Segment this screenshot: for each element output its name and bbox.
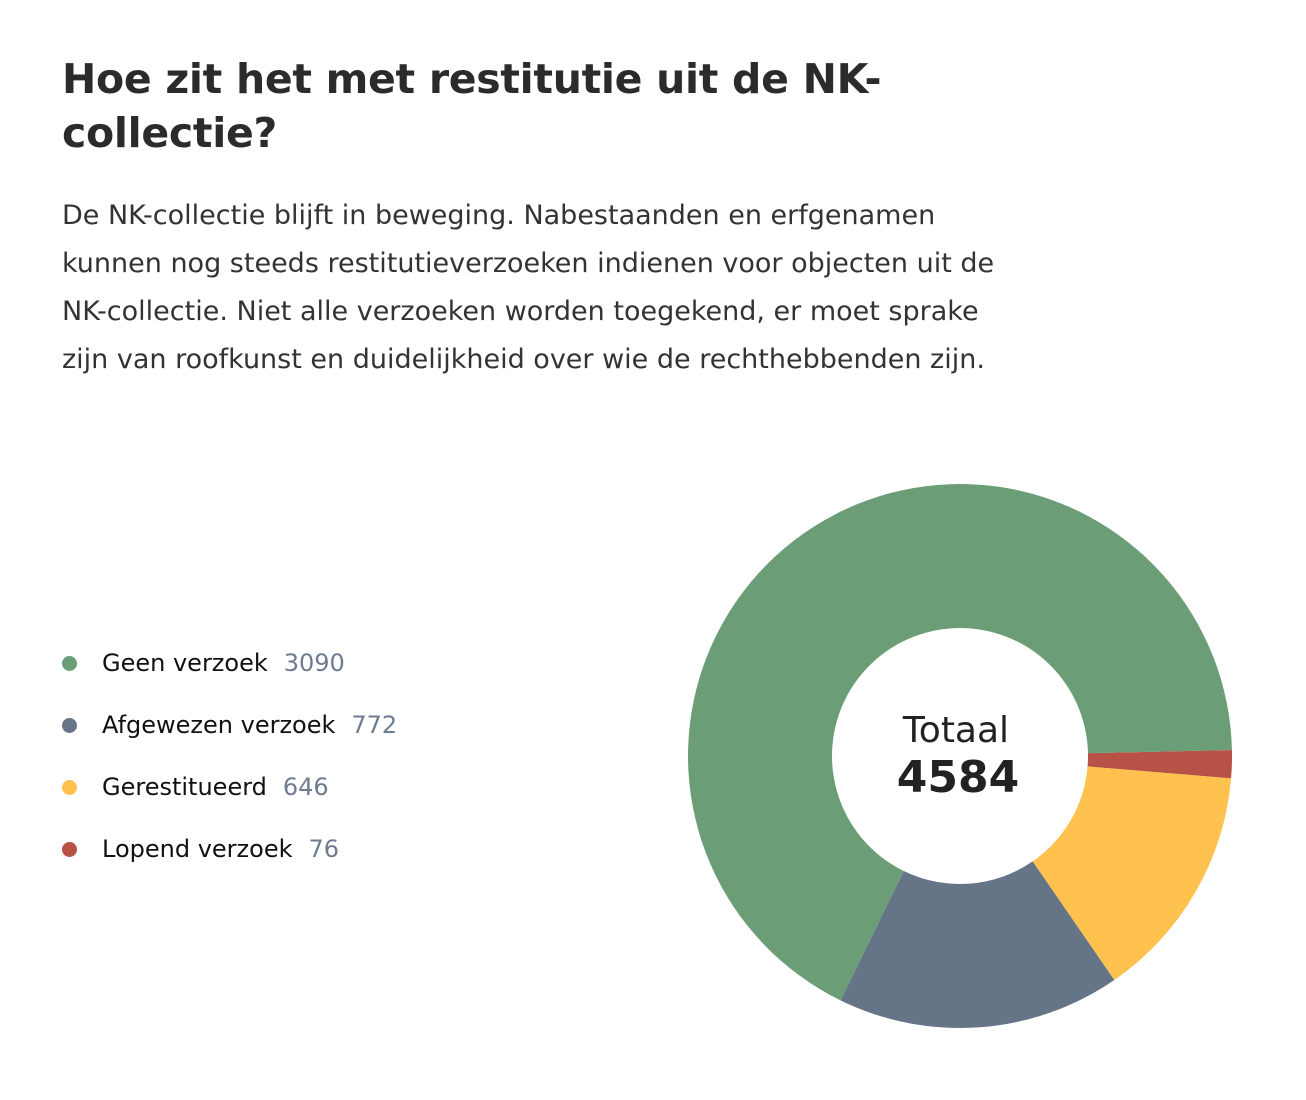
donut-slices bbox=[687, 484, 1232, 1028]
legend-value: 646 bbox=[282, 773, 329, 801]
donut-slice-afgewezen-verzoek bbox=[840, 861, 1115, 1028]
chart-title: Hoe zit het met restitutie uit de NK-col… bbox=[62, 55, 882, 157]
legend-item: Gerestitueerd 646 bbox=[62, 756, 397, 818]
donut-slice-gerestitueerd bbox=[1032, 766, 1232, 981]
intro-text: De NK-collectie blijft in beweging. Nabe… bbox=[62, 200, 995, 375]
legend-dot bbox=[62, 717, 77, 733]
legend-label: Gerestitueerd bbox=[102, 773, 267, 801]
legend-value: 76 bbox=[308, 835, 340, 863]
center-total: 4584 bbox=[897, 752, 1019, 803]
center-label: Totaal bbox=[902, 710, 1009, 751]
legend-dot bbox=[62, 655, 77, 671]
legend-label: Afgewezen verzoek bbox=[102, 711, 336, 739]
legend-item: Afgewezen verzoek 772 bbox=[62, 694, 397, 756]
legend: Geen verzoek 3090 Afgewezen verzoek 772 … bbox=[62, 632, 397, 880]
donut-slice-geen-verzoek bbox=[687, 484, 1232, 1001]
legend-dot bbox=[62, 841, 77, 857]
legend-dot bbox=[62, 779, 77, 795]
legend-label: Geen verzoek bbox=[102, 649, 268, 677]
legend-value: 3090 bbox=[283, 649, 345, 677]
legend-label: Lopend verzoek bbox=[102, 835, 293, 863]
donut-chart: Totaal 4584 bbox=[687, 484, 1232, 1028]
legend-item: Lopend verzoek 76 bbox=[62, 818, 397, 880]
donut-slice-lopend-verzoek bbox=[1087, 750, 1232, 779]
legend-value: 772 bbox=[351, 711, 398, 739]
legend-item: Geen verzoek 3090 bbox=[62, 632, 397, 694]
